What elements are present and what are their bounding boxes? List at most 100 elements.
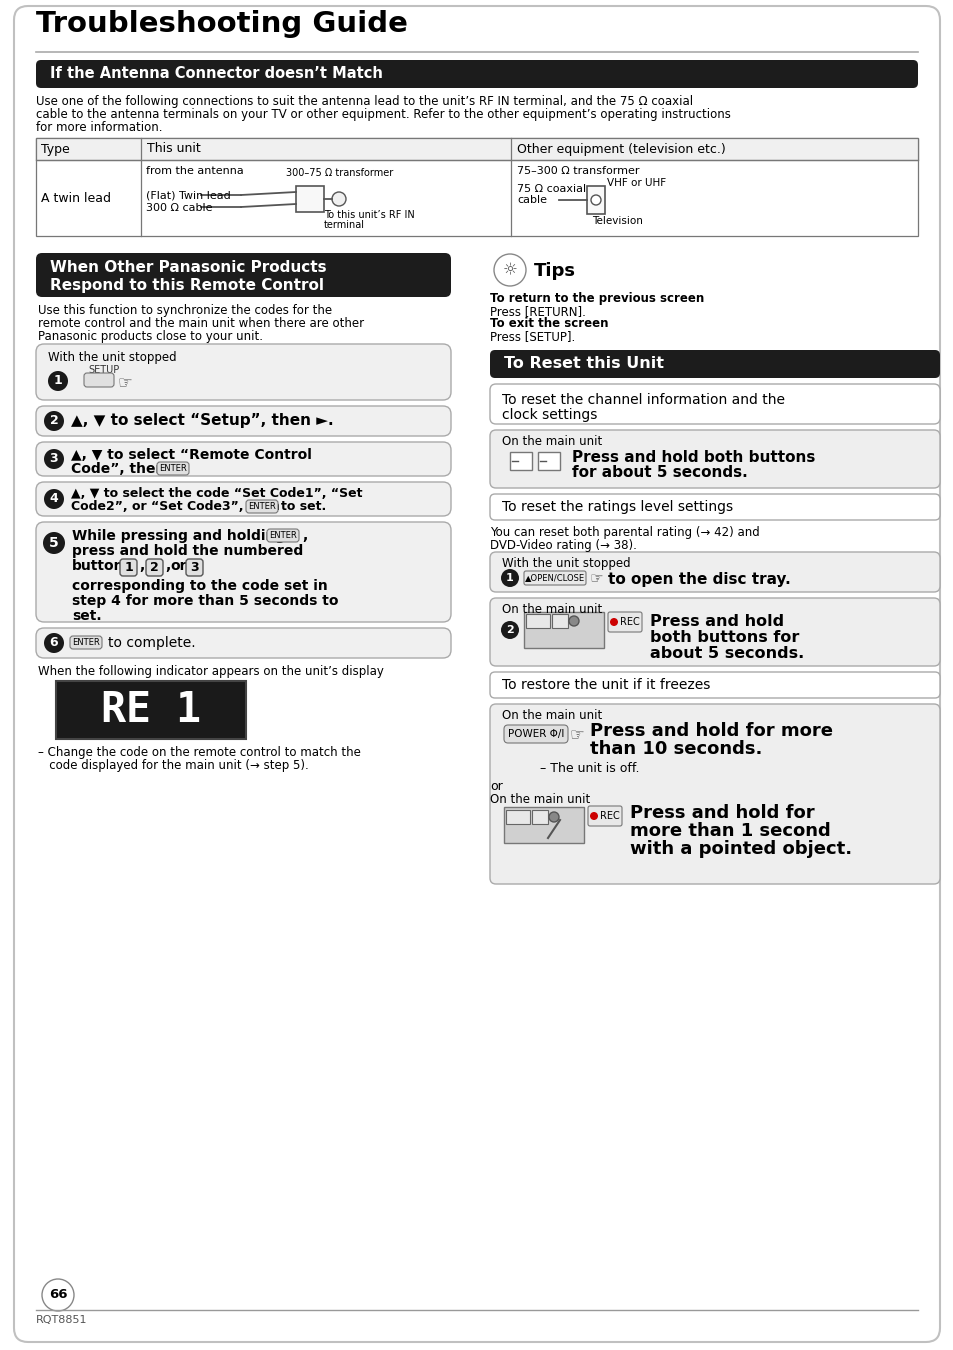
- FancyBboxPatch shape: [36, 522, 451, 622]
- FancyBboxPatch shape: [490, 672, 939, 698]
- Text: RQT8851: RQT8851: [36, 1315, 88, 1324]
- Text: POWER Φ/I: POWER Φ/I: [507, 729, 563, 738]
- Circle shape: [48, 371, 68, 392]
- Text: 300–75 Ω transformer: 300–75 Ω transformer: [286, 167, 393, 178]
- Text: – Change the code on the remote control to match the: – Change the code on the remote control …: [38, 747, 360, 759]
- Text: 75 Ω coaxial: 75 Ω coaxial: [517, 184, 585, 194]
- Text: corresponding to the code set in: corresponding to the code set in: [71, 579, 328, 593]
- Text: 1: 1: [53, 374, 62, 387]
- Text: 5: 5: [49, 536, 59, 549]
- Text: press and hold the numbered: press and hold the numbered: [71, 544, 303, 558]
- Text: 2: 2: [150, 562, 159, 574]
- Text: Other equipment (television etc.): Other equipment (television etc.): [517, 143, 725, 155]
- Text: 4: 4: [50, 493, 58, 505]
- FancyBboxPatch shape: [36, 406, 451, 436]
- FancyBboxPatch shape: [490, 383, 939, 424]
- Bar: [532, 810, 547, 824]
- Text: With the unit stopped: With the unit stopped: [48, 351, 176, 364]
- Text: With the unit stopped: With the unit stopped: [501, 558, 630, 570]
- Text: This unit: This unit: [147, 143, 200, 155]
- Text: SETUP: SETUP: [88, 364, 119, 375]
- Text: cable to the antenna terminals on your TV or other equipment. Refer to the other: cable to the antenna terminals on your T…: [36, 108, 730, 122]
- FancyBboxPatch shape: [490, 431, 939, 487]
- Text: ,: ,: [165, 559, 170, 572]
- FancyBboxPatch shape: [36, 344, 451, 400]
- Circle shape: [500, 621, 518, 639]
- Text: To reset the channel information and the: To reset the channel information and the: [501, 393, 784, 406]
- Text: ,: ,: [139, 559, 144, 572]
- Text: 300 Ω cable: 300 Ω cable: [146, 202, 213, 213]
- Text: You can reset both parental rating (→ 42) and: You can reset both parental rating (→ 42…: [490, 526, 759, 539]
- Circle shape: [44, 633, 64, 653]
- Text: On the main unit: On the main unit: [501, 709, 601, 722]
- FancyBboxPatch shape: [36, 59, 917, 88]
- Text: Troubleshooting Guide: Troubleshooting Guide: [36, 9, 408, 38]
- Bar: [537, 452, 559, 470]
- Bar: [586, 186, 604, 215]
- FancyBboxPatch shape: [36, 252, 451, 297]
- FancyBboxPatch shape: [490, 552, 939, 593]
- Text: To restore the unit if it freezes: To restore the unit if it freezes: [501, 678, 710, 693]
- Text: Code”, then: Code”, then: [71, 462, 165, 477]
- FancyBboxPatch shape: [523, 571, 585, 585]
- Text: ▲OPEN/CLOSE: ▲OPEN/CLOSE: [524, 574, 584, 582]
- Bar: [505, 810, 530, 824]
- FancyBboxPatch shape: [490, 494, 939, 520]
- Text: Press [RETURN].: Press [RETURN].: [490, 305, 585, 319]
- Text: ,: ,: [302, 529, 307, 543]
- Text: terminal: terminal: [324, 220, 365, 230]
- Text: than 10 seconds.: than 10 seconds.: [589, 740, 761, 757]
- FancyBboxPatch shape: [587, 806, 621, 826]
- Text: to set.: to set.: [281, 500, 326, 513]
- Text: ENTER: ENTER: [248, 502, 275, 512]
- Text: remote control and the main unit when there are other: remote control and the main unit when th…: [38, 317, 364, 329]
- Text: When the following indicator appears on the unit’s display: When the following indicator appears on …: [38, 666, 383, 678]
- Text: Television: Television: [592, 216, 642, 225]
- Text: or: or: [170, 559, 186, 572]
- Text: step 4 for more than 5 seconds to: step 4 for more than 5 seconds to: [71, 594, 338, 608]
- Text: If the Antenna Connector doesn’t Match: If the Antenna Connector doesn’t Match: [50, 66, 382, 81]
- FancyBboxPatch shape: [36, 628, 451, 657]
- Text: Respond to this Remote Control: Respond to this Remote Control: [50, 278, 324, 293]
- Bar: [36, 138, 917, 161]
- Text: While pressing and holding: While pressing and holding: [71, 529, 285, 543]
- FancyBboxPatch shape: [267, 529, 298, 541]
- Bar: [36, 138, 917, 236]
- Text: Use this function to synchronize the codes for the: Use this function to synchronize the cod…: [38, 304, 332, 317]
- Text: ▲, ▼ to select “Setup”, then ►.: ▲, ▼ to select “Setup”, then ►.: [71, 413, 334, 428]
- Text: cable: cable: [517, 194, 546, 205]
- Text: ☞: ☞: [118, 374, 132, 392]
- Text: 2: 2: [50, 414, 58, 428]
- Text: DVD-Video rating (→ 38).: DVD-Video rating (→ 38).: [490, 539, 637, 552]
- Bar: [523, 612, 603, 648]
- Circle shape: [44, 410, 64, 431]
- Text: ☞: ☞: [589, 571, 603, 586]
- Text: more than 1 second: more than 1 second: [629, 822, 830, 840]
- Text: 1: 1: [506, 572, 514, 583]
- Text: On the main unit: On the main unit: [501, 603, 601, 616]
- Text: or: or: [490, 780, 502, 792]
- Text: from the antenna: from the antenna: [146, 166, 244, 176]
- Text: ☞: ☞: [569, 726, 584, 744]
- Text: code displayed for the main unit (→ step 5).: code displayed for the main unit (→ step…: [38, 759, 309, 772]
- Text: 6: 6: [50, 636, 58, 649]
- Text: ☼: ☼: [502, 261, 517, 279]
- Text: about 5 seconds.: about 5 seconds.: [649, 647, 803, 662]
- Text: ▲, ▼ to select “Remote Control: ▲, ▼ to select “Remote Control: [71, 448, 312, 462]
- Text: REC: REC: [599, 811, 619, 821]
- Circle shape: [44, 450, 64, 468]
- Text: RE 1: RE 1: [101, 688, 201, 730]
- Text: 1: 1: [124, 562, 132, 574]
- Circle shape: [548, 811, 558, 822]
- FancyBboxPatch shape: [146, 559, 163, 576]
- Text: Tips: Tips: [534, 262, 576, 279]
- FancyBboxPatch shape: [490, 350, 939, 378]
- Text: 3: 3: [190, 562, 198, 574]
- FancyBboxPatch shape: [84, 373, 113, 387]
- Text: Code2”, or “Set Code3”, then: Code2”, or “Set Code3”, then: [71, 500, 280, 513]
- Circle shape: [500, 568, 518, 587]
- Text: 66: 66: [49, 1288, 67, 1301]
- Circle shape: [589, 811, 598, 819]
- Circle shape: [609, 618, 618, 626]
- Text: Use one of the following connections to suit the antenna lead to the unit’s RF I: Use one of the following connections to …: [36, 95, 693, 108]
